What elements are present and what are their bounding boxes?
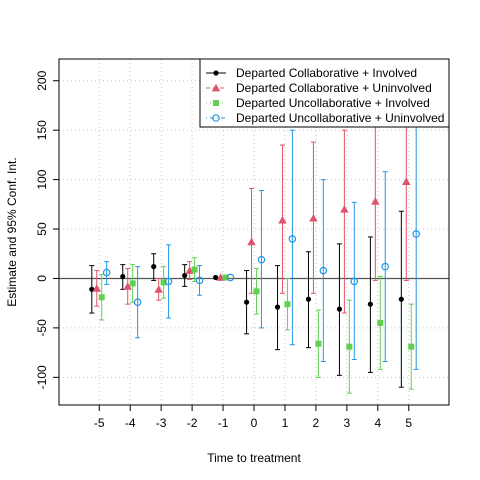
series-4 (102, 100, 420, 370)
data-point (120, 273, 126, 280)
data-point (367, 301, 373, 307)
x-tick-label: -5 (94, 416, 105, 430)
data-point (191, 266, 198, 273)
legend-box (199, 58, 450, 128)
data-point (154, 285, 163, 293)
x-tick-label: -2 (187, 416, 198, 430)
y-tick-label: 150 (35, 120, 49, 140)
data-point (398, 296, 404, 302)
y-axis-title: Estimate and 95% Conf. Int. (5, 157, 19, 306)
data-point (336, 306, 343, 312)
data-point (253, 288, 260, 295)
x-tick-label: 1 (282, 416, 289, 430)
legend-label: Departed Collaborative + Involved (236, 66, 417, 80)
y-tick-label: -50 (35, 319, 49, 337)
x-tick-label: -3 (156, 416, 167, 430)
x-axis-title: Time to treatment (207, 451, 301, 465)
data-point (222, 274, 229, 281)
y-tick-label: 200 (35, 70, 49, 90)
y-tick-label: -100 (35, 365, 49, 389)
data-point (89, 286, 95, 292)
data-point (381, 262, 390, 271)
data-point (226, 273, 235, 282)
data-point (278, 215, 287, 224)
data-point (377, 319, 384, 326)
data-point (309, 213, 318, 222)
series-3 (98, 257, 415, 394)
data-point (315, 340, 322, 347)
y-tick-label: 0 (35, 275, 49, 282)
data-point (102, 268, 111, 277)
data-point (346, 343, 353, 350)
y-tick-label: 50 (35, 222, 49, 236)
legend-marker (213, 100, 219, 106)
legend-label: Departed Collaborative + Uninvolved (236, 81, 432, 95)
x-tick-label: -4 (125, 416, 136, 430)
data-point (350, 277, 359, 286)
legend-marker (212, 114, 220, 122)
data-point (288, 235, 297, 243)
x-tick-label: 5 (405, 416, 412, 430)
data-point (402, 177, 411, 185)
y-tick-label: 100 (35, 169, 49, 189)
data-point (123, 282, 132, 290)
x-tick-label: 4 (374, 416, 381, 430)
x-tick-label: 0 (251, 416, 258, 430)
x-tick-label: 2 (313, 416, 320, 430)
data-point (371, 197, 380, 205)
data-point (408, 343, 415, 350)
data-point (257, 255, 266, 264)
data-point (305, 296, 312, 302)
data-point (160, 279, 167, 286)
data-point (213, 274, 219, 281)
data-point (247, 237, 256, 246)
data-point (129, 280, 136, 287)
data-point (195, 276, 204, 285)
legend-label: Departed Uncollaborative + Uninvolved (236, 111, 444, 125)
data-point (151, 264, 157, 270)
data-point (274, 304, 281, 310)
series-layer (89, 82, 420, 394)
x-tick-label: -1 (218, 416, 229, 430)
legend-marker (213, 70, 219, 76)
legend: Departed Collaborative + InvolvedDeparte… (199, 58, 450, 128)
data-point (92, 284, 101, 292)
data-point (319, 266, 328, 275)
series-1 (89, 210, 404, 388)
data-point (412, 230, 420, 238)
data-point (340, 205, 349, 213)
data-point (164, 277, 173, 286)
legend-marker (211, 83, 221, 92)
data-point (98, 294, 105, 301)
legend-label: Departed Uncollaborative + Involved (236, 96, 430, 110)
data-point (284, 301, 291, 308)
data-point (243, 299, 250, 305)
data-point (133, 298, 142, 306)
data-point (182, 272, 188, 279)
x-tick-label: 3 (344, 416, 351, 430)
axes-layer: -5 -4 -3 -2 -1 0 1 2 3 4 5 -100 -50 0 50 100 150 200 (35, 70, 412, 430)
